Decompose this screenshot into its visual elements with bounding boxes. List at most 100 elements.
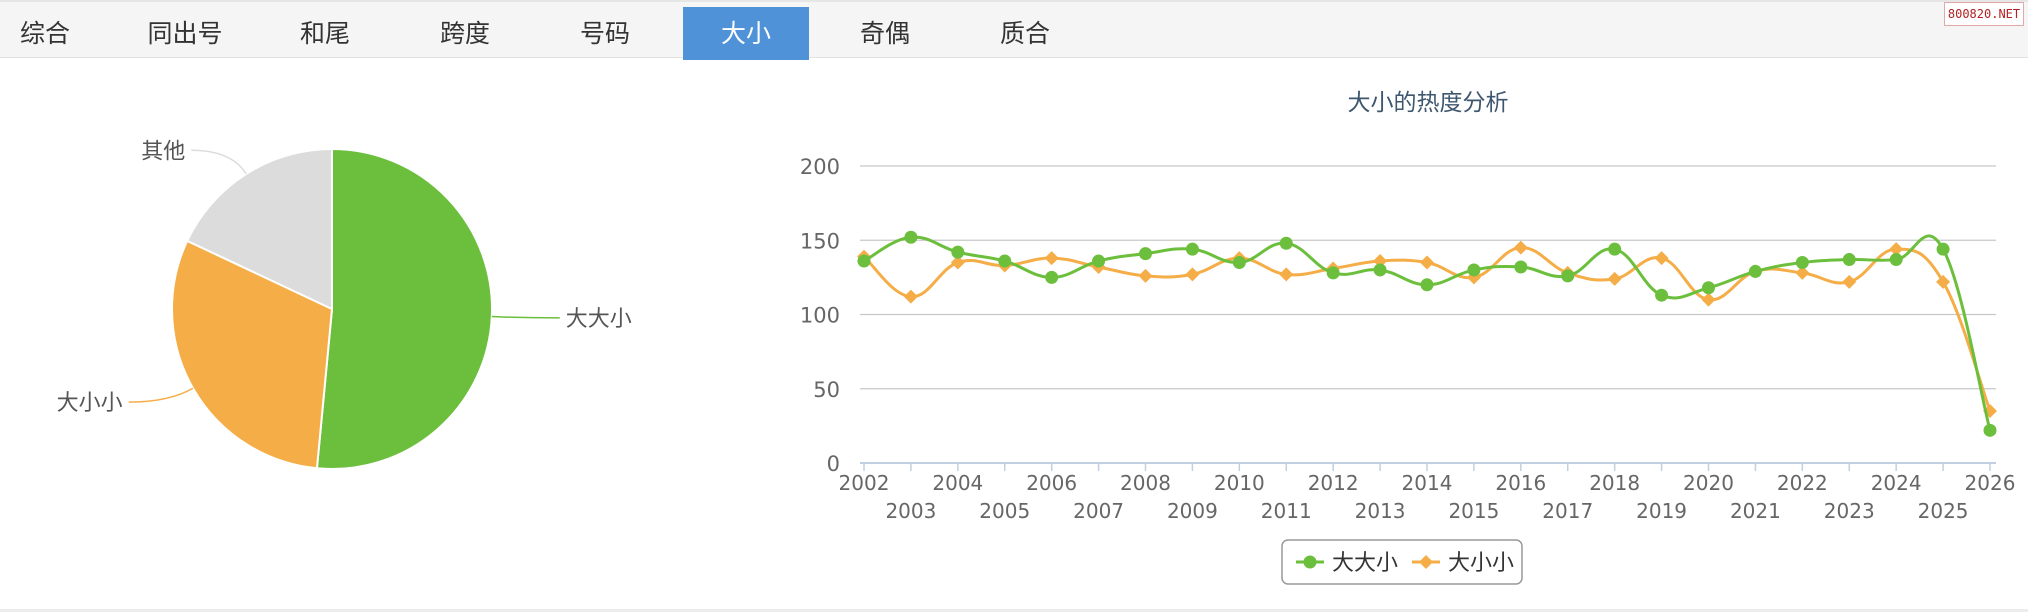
data-point[interactable] (1420, 255, 1434, 270)
line-chart: 大小的热度分析 0 50 100 150 200 2002 2003 2004 2005 2006 2… (800, 90, 2016, 585)
x-tick-label: 2006 (1026, 471, 1077, 495)
data-point[interactable] (1513, 240, 1528, 255)
x-tick-label: 2004 (932, 471, 983, 495)
data-point[interactable] (1702, 281, 1715, 295)
legend-label: 大大小 (1332, 551, 1398, 576)
x-tick-label: 2022 (1777, 471, 1828, 495)
x-tick-label: 2005 (979, 499, 1030, 523)
y-tick-label: 50 (813, 378, 840, 402)
tab-same-number[interactable]: 同出号 (147, 19, 223, 48)
data-point[interactable] (1279, 267, 1294, 282)
x-tick-label: 2020 (1683, 471, 1734, 495)
x-tick-label: 2016 (1495, 471, 1546, 495)
data-point[interactable] (1232, 256, 1246, 270)
x-tick-label: 2026 (1965, 471, 2016, 495)
data-point[interactable] (857, 254, 871, 268)
pie-connector (191, 149, 247, 175)
tab-bar: 综合 同出号 和尾 跨度 号码 大小 奇偶 质合 800820.NET (0, 0, 2028, 60)
x-tick-label: 2009 (1167, 499, 1218, 523)
x-tick-label: 2012 (1308, 471, 1359, 495)
data-point[interactable] (951, 245, 965, 259)
tab-odd-even[interactable]: 奇偶 (859, 19, 910, 48)
bottom-divider (0, 609, 2028, 612)
data-point[interactable] (1138, 268, 1153, 283)
data-point[interactable] (1795, 265, 1810, 280)
data-point[interactable] (1092, 254, 1106, 268)
data-point[interactable] (1467, 263, 1481, 277)
x-tick-label: 2024 (1871, 471, 1922, 495)
x-tick-label: 2018 (1589, 471, 1640, 495)
x-tick-label: 2014 (1402, 471, 1453, 495)
data-point[interactable] (1185, 267, 1200, 282)
data-point[interactable] (1608, 242, 1622, 256)
data-point[interactable] (1983, 423, 1997, 437)
data-point[interactable] (1936, 242, 1950, 256)
x-tick-label: 2015 (1448, 499, 1499, 523)
data-point[interactable] (1561, 269, 1575, 283)
tab-size[interactable]: 大小 (683, 7, 809, 60)
data-point[interactable] (1936, 274, 1951, 289)
pie-label-group: 其他 (141, 139, 247, 175)
x-tick-label: 2011 (1261, 499, 1312, 523)
data-point[interactable] (1139, 247, 1152, 261)
legend: 大大小 大小小 (1281, 539, 1523, 585)
x-tick-label: 2003 (885, 499, 936, 523)
data-point[interactable] (950, 255, 965, 270)
y-tick-label: 200 (800, 155, 840, 179)
tab-sum-tail[interactable]: 和尾 (299, 19, 350, 48)
data-point[interactable] (1655, 288, 1669, 302)
data-point[interactable] (1842, 274, 1857, 289)
pie-label: 大大小 (566, 307, 632, 332)
data-point[interactable] (1654, 251, 1669, 266)
tab-composite[interactable]: 综合 (19, 19, 70, 48)
x-tick-label: 2017 (1542, 499, 1593, 523)
tab-prime-composite[interactable]: 质合 (999, 19, 1050, 48)
data-point[interactable] (1044, 251, 1059, 266)
data-point[interactable] (1326, 266, 1340, 280)
pie-label: 其他 (141, 139, 185, 164)
y-tick-label: 0 (827, 452, 840, 476)
data-point[interactable] (1795, 256, 1809, 270)
data-point[interactable] (1842, 253, 1856, 267)
pie-connector (128, 387, 194, 403)
pie-connector (491, 315, 560, 319)
data-point[interactable] (903, 289, 918, 304)
x-tick-label: 2013 (1355, 499, 1406, 523)
legend-box (1281, 539, 1523, 585)
data-point[interactable] (1373, 263, 1387, 277)
y-tick-label: 150 (800, 229, 840, 253)
data-point[interactable] (1748, 264, 1762, 278)
data-point[interactable] (998, 254, 1012, 268)
x-tick-label: 2010 (1214, 471, 1265, 495)
x-tick-label: 2019 (1636, 499, 1687, 523)
pie-slice[interactable] (185, 147, 333, 311)
data-point[interactable] (1279, 236, 1293, 250)
legend-item[interactable]: 大大小 (1296, 551, 1398, 576)
pie-label-group: 大大小 (491, 307, 632, 332)
site-watermark: 800820.NET (1944, 2, 2024, 26)
legend-label: 大小小 (1448, 551, 1514, 576)
x-tick-label: 2008 (1120, 471, 1171, 495)
x-tick-label: 2023 (1824, 499, 1875, 523)
legend-item[interactable]: 大小小 (1412, 551, 1514, 576)
x-tick-label: 2002 (839, 471, 890, 495)
pie-slice[interactable] (315, 147, 493, 470)
pie-label: 大小小 (57, 391, 123, 416)
data-point[interactable] (1701, 292, 1716, 307)
legend-marker (1419, 555, 1433, 569)
pie-slice[interactable] (171, 239, 334, 470)
data-point[interactable] (1889, 242, 1904, 257)
legend-marker (1303, 555, 1317, 569)
pie-label-group: 大小小 (57, 387, 194, 416)
data-point[interactable] (1185, 242, 1199, 256)
data-point[interactable] (1607, 271, 1622, 286)
data-point[interactable] (1420, 278, 1434, 292)
data-point[interactable] (1889, 253, 1903, 267)
tab-span[interactable]: 跨度 (439, 19, 490, 48)
chart-title: 大小的热度分析 (1348, 90, 1509, 116)
tab-numbers[interactable]: 号码 (579, 19, 630, 48)
data-point[interactable] (1514, 260, 1528, 274)
data-point[interactable] (1045, 270, 1059, 284)
data-point[interactable] (904, 230, 918, 244)
